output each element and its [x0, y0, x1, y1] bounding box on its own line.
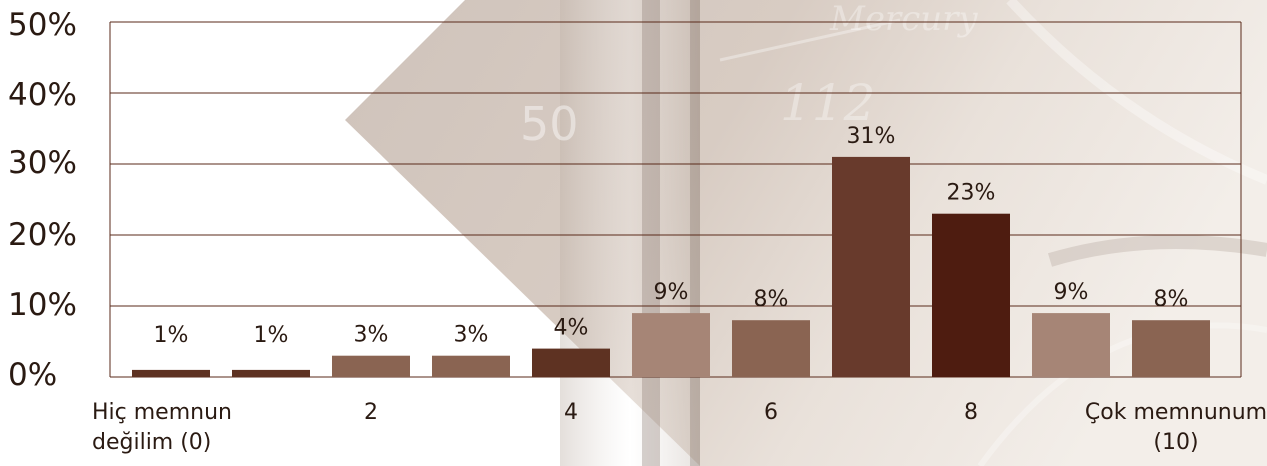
x-tick-label: 8: [964, 400, 978, 425]
data-labels: 1% 1% 3% 3% 4% 9% 8% 31% 23% 9% 8%: [154, 124, 1189, 348]
data-label: 3%: [454, 323, 489, 348]
bar: [632, 313, 710, 377]
data-label: 8%: [1154, 287, 1189, 312]
bar: [732, 320, 810, 377]
x-axis-tick-labels: Hiç memnun değilim (0) 2 4 6 8 Çok memnunum (10…: [92, 400, 1267, 455]
data-label: 4%: [554, 316, 589, 341]
x-tick-label-line: 4: [564, 400, 578, 425]
x-tick-label-line: 6: [764, 400, 778, 425]
x-tick-label-line: Hiç memnun: [92, 400, 232, 425]
x-tick-label: Çok memnunum (10): [1085, 400, 1267, 455]
bar: [1132, 320, 1210, 377]
svg-text:112: 112: [780, 74, 875, 132]
y-tick-label: 30%: [8, 145, 77, 181]
bar: [532, 348, 610, 377]
svg-text:Mercury: Mercury: [829, 0, 978, 39]
x-tick-label-line: 2: [364, 400, 378, 425]
x-tick-label: 6: [764, 400, 778, 425]
bar: [432, 355, 510, 377]
x-tick-label: 2: [364, 400, 378, 425]
data-label: 9%: [654, 280, 689, 305]
y-tick-label: 40%: [8, 77, 77, 113]
data-label: 31%: [847, 124, 896, 149]
bar: [932, 213, 1010, 377]
x-tick-label: 4: [564, 400, 578, 425]
x-tick-label-line: değilim (0): [92, 430, 211, 455]
bar: [232, 369, 310, 377]
x-tick-label-line: (10): [1153, 430, 1198, 455]
y-tick-label: 20%: [8, 217, 77, 253]
data-label: 8%: [754, 287, 789, 312]
y-axis-tick-labels: 0% 10% 20% 30% 40% 50%: [8, 7, 77, 393]
y-tick-label: 0%: [8, 357, 57, 393]
svg-text:50: 50: [520, 97, 579, 151]
y-tick-label: 50%: [8, 7, 77, 43]
x-tick-label-line: Çok memnunum: [1085, 400, 1267, 425]
bar: [832, 156, 910, 377]
data-label: 1%: [154, 323, 189, 348]
bar: [332, 355, 410, 377]
data-label: 3%: [354, 323, 389, 348]
data-label: 9%: [1054, 280, 1089, 305]
data-label: 23%: [947, 181, 996, 206]
bar: [132, 369, 210, 377]
bar: [1032, 313, 1110, 377]
data-label: 1%: [254, 323, 289, 348]
y-tick-label: 10%: [8, 287, 77, 323]
x-tick-label: Hiç memnun değilim (0): [92, 400, 232, 455]
bars: [132, 156, 1210, 377]
x-tick-label-line: 8: [964, 400, 978, 425]
